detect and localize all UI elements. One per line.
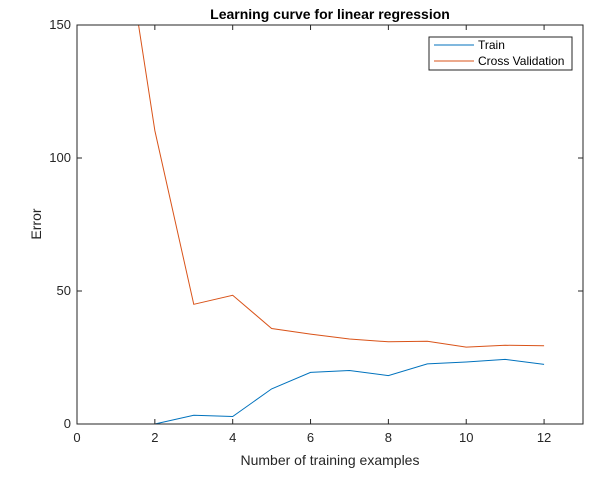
series-layer xyxy=(115,25,545,424)
x-tick-label: 2 xyxy=(151,430,158,445)
series-line-train xyxy=(115,358,545,424)
y-tick-label: 0 xyxy=(64,416,71,431)
x-tick-label: 10 xyxy=(459,430,473,445)
legend-entry-train: Train xyxy=(478,38,505,52)
x-tick-label: 12 xyxy=(537,430,551,445)
y-tick-label: 50 xyxy=(57,283,71,298)
legend: Train Cross Validation xyxy=(428,36,573,71)
x-axis-ticks: 0 2 4 6 8 10 12 xyxy=(73,25,551,445)
legend-entry-cross-validation: Cross Validation xyxy=(478,54,564,68)
y-axis-label: Error xyxy=(28,208,44,239)
x-axis-label: Number of training examples xyxy=(241,452,420,468)
chart-title: Learning curve for linear regression xyxy=(210,6,450,22)
legend-box xyxy=(428,36,573,71)
plot-area xyxy=(77,25,583,424)
y-axis-ticks: 0 50 100 150 xyxy=(49,17,583,431)
y-tick-label: 150 xyxy=(49,17,71,32)
axes-box xyxy=(76,24,584,425)
x-tick-label: 4 xyxy=(229,430,236,445)
y-tick-label: 100 xyxy=(49,150,71,165)
series-line-cross-validation xyxy=(138,25,545,348)
x-tick-label: 8 xyxy=(385,430,392,445)
x-tick-label: 6 xyxy=(307,430,314,445)
x-tick-label: 0 xyxy=(73,430,80,445)
